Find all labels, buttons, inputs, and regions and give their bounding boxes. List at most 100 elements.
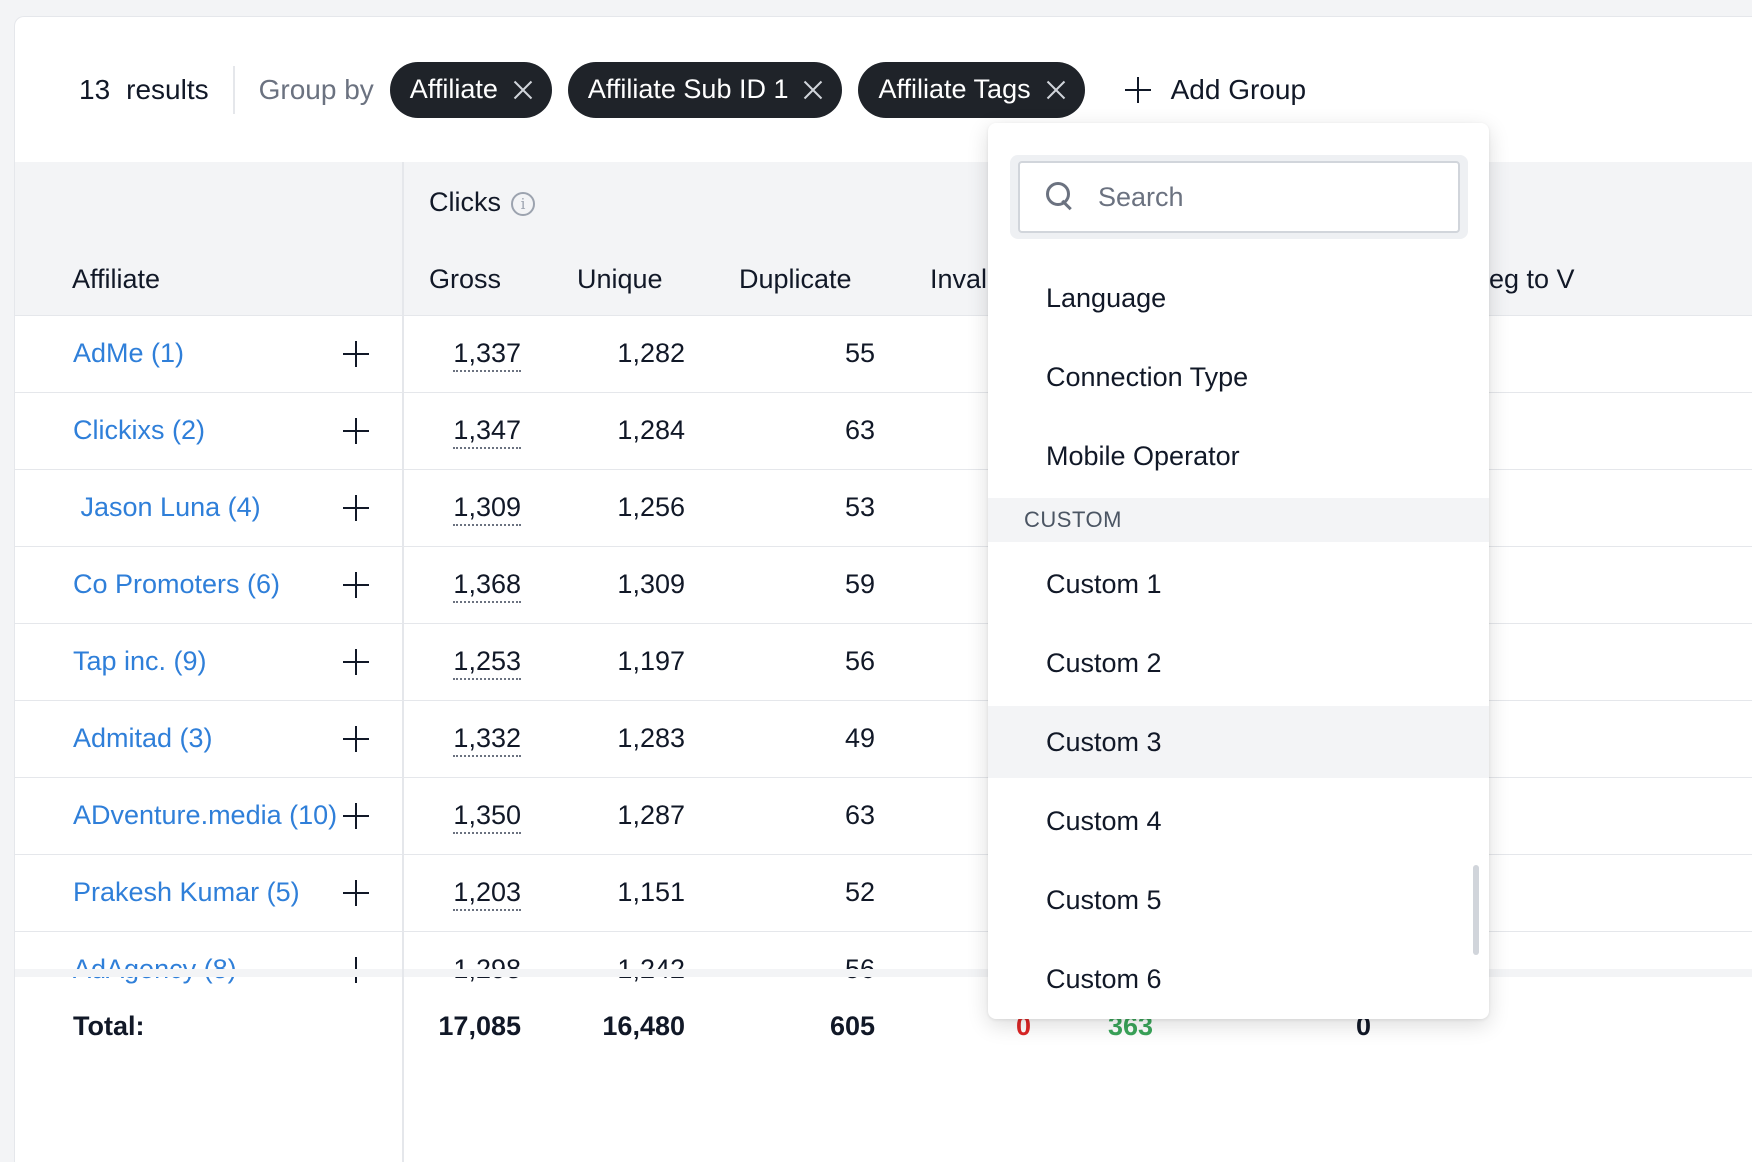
gross-value: 1,350 <box>453 800 521 834</box>
column-divider <box>402 162 404 1162</box>
gross-value: 1,253 <box>453 646 521 680</box>
table-header: Affiliate Clicks i Gross Unique Duplicate… <box>15 162 1752 316</box>
total-row: Total: 17,085 16,480 605 0 363 0 <box>15 977 1752 1162</box>
dropdown-item-custom-6[interactable]: Custom 6 <box>1046 963 1162 994</box>
duplicate-cell: 63 <box>844 415 875 445</box>
duplicate-cell: 53 <box>844 492 875 522</box>
unique-cell: 1,197 <box>617 646 685 676</box>
plus-icon[interactable] <box>343 495 369 521</box>
dropdown-item-custom-1[interactable]: Custom 1 <box>1046 568 1162 599</box>
total-gross: 17,085 <box>438 1011 521 1041</box>
gross-cell[interactable]: 1,203 <box>415 877 521 911</box>
duplicate-cell: 55 <box>844 338 875 368</box>
dropdown-item-language[interactable]: Language <box>1046 282 1167 313</box>
plus-icon[interactable] <box>343 341 369 367</box>
group-chip-affiliate-tags[interactable]: Affiliate Tags <box>858 61 1085 118</box>
column-header-affiliate[interactable]: Affiliate <box>72 264 161 294</box>
search-icon <box>1046 182 1076 212</box>
add-group-button[interactable]: Add Group <box>1124 73 1307 106</box>
unique-cell: 1,256 <box>617 492 685 522</box>
dropdown-item-custom-3[interactable]: Custom 3 <box>988 706 1489 778</box>
table-row: ADventure.media (10) 1,350 1,287 63 <box>15 778 1752 855</box>
duplicate-cell: 56 <box>844 646 875 676</box>
chip-label: Affiliate Sub ID 1 <box>587 74 789 104</box>
toolbar-divider <box>232 65 235 114</box>
dropdown-item-custom-5[interactable]: Custom 5 <box>1046 884 1162 915</box>
dropdown-item-custom-2[interactable]: Custom 2 <box>1046 647 1162 678</box>
total-duplicate: 605 <box>829 1011 875 1041</box>
results-number: 13 <box>79 73 111 105</box>
affiliate-link[interactable]: ADventure.media (10) <box>73 800 338 830</box>
info-icon[interactable]: i <box>511 191 535 216</box>
gross-cell[interactable]: 1,253 <box>415 646 521 680</box>
close-icon[interactable] <box>510 77 536 103</box>
plus-icon[interactable] <box>343 880 369 906</box>
gross-cell[interactable]: 1,332 <box>415 723 521 757</box>
table-row: Jason Luna (4) 1,309 1,256 53 <box>15 470 1752 547</box>
add-group-dropdown: Language Connection Type Mobile Operator… <box>988 123 1489 1019</box>
report-card: 13 results Group by Affiliate Affiliate … <box>14 16 1752 1162</box>
affiliate-link[interactable]: Prakesh Kumar (5) <box>73 877 300 907</box>
unique-cell: 1,282 <box>617 338 685 368</box>
gross-cell[interactable]: 1,309 <box>415 492 521 526</box>
unique-cell: 1,287 <box>617 800 685 830</box>
gross-value: 1,368 <box>453 569 521 603</box>
plus-icon[interactable] <box>343 649 369 675</box>
search-box[interactable] <box>1018 161 1460 233</box>
group-chip-affiliate[interactable]: Affiliate <box>389 61 552 118</box>
table-row: Admitad (3) 1,332 1,283 49 <box>15 701 1752 778</box>
plus-icon[interactable] <box>343 572 369 598</box>
close-icon[interactable] <box>800 77 826 103</box>
duplicate-cell: 49 <box>844 723 875 753</box>
gross-cell[interactable]: 1,350 <box>415 800 521 834</box>
dropdown-item-connection-type[interactable]: Connection Type <box>1046 361 1249 392</box>
gross-value: 1,347 <box>453 415 521 449</box>
affiliate-link[interactable]: Admitad (3) <box>73 723 213 753</box>
group-by-toolbar: 13 results Group by Affiliate Affiliate … <box>15 17 1752 162</box>
column-header-unique[interactable]: Unique <box>577 264 663 294</box>
plus-icon[interactable] <box>343 418 369 444</box>
column-header-invalid[interactable]: Invali <box>930 264 994 294</box>
chip-label: Affiliate <box>409 74 498 104</box>
affiliate-link[interactable]: Clickixs (2) <box>73 415 205 445</box>
duplicate-cell: 63 <box>844 800 875 830</box>
gross-cell[interactable]: 1,337 <box>415 338 521 372</box>
section-header-custom: CUSTOM <box>988 498 1489 542</box>
column-header-reg-to-v[interactable]: eg to V <box>1489 264 1575 294</box>
affiliate-link[interactable]: Jason Luna (4) <box>73 492 261 522</box>
table-row: Clickixs (2) 1,347 1,284 63 <box>15 393 1752 470</box>
dropdown-item-mobile-operator[interactable]: Mobile Operator <box>1046 440 1240 471</box>
table-row: Tap inc. (9) 1,253 1,197 56 <box>15 624 1752 701</box>
plus-icon[interactable] <box>343 803 369 829</box>
affiliate-link[interactable]: Co Promoters (6) <box>73 569 281 599</box>
group-chip-affiliate-sub-id-1[interactable]: Affiliate Sub ID 1 <box>567 61 843 118</box>
search-wrapper <box>1010 155 1468 239</box>
gross-value: 1,309 <box>453 492 521 526</box>
chip-label: Affiliate Tags <box>878 74 1031 104</box>
plus-icon[interactable] <box>343 726 369 752</box>
unique-cell: 1,284 <box>617 415 685 445</box>
close-icon[interactable] <box>1043 77 1069 103</box>
group-by-label: Group by <box>258 73 374 105</box>
clicks-group-label: Clicks <box>429 187 501 217</box>
search-input[interactable] <box>1098 181 1398 213</box>
affiliate-link[interactable]: AdMe (1) <box>73 338 185 368</box>
dropdown-scrollbar[interactable] <box>1473 865 1479 955</box>
affiliate-link[interactable]: Tap inc. (9) <box>73 646 207 676</box>
column-group-clicks: Clicks i <box>429 187 535 218</box>
gross-cell[interactable]: 1,347 <box>415 415 521 449</box>
unique-cell: 1,309 <box>617 569 685 599</box>
column-header-gross[interactable]: Gross <box>429 264 502 294</box>
unique-cell: 1,151 <box>617 877 685 907</box>
total-separator <box>15 969 1752 977</box>
plus-icon <box>1124 76 1151 103</box>
table-row: Co Promoters (6) 1,368 1,309 59 <box>15 547 1752 624</box>
total-unique: 16,480 <box>602 1011 685 1041</box>
dropdown-item-custom-4[interactable]: Custom 4 <box>1046 805 1162 836</box>
column-header-duplicate[interactable]: Duplicate <box>739 264 852 294</box>
add-group-label: Add Group <box>1170 73 1307 105</box>
gross-cell[interactable]: 1,368 <box>415 569 521 603</box>
gross-value: 1,203 <box>453 877 521 911</box>
gross-value: 1,332 <box>453 723 521 757</box>
duplicate-cell: 59 <box>844 569 875 599</box>
